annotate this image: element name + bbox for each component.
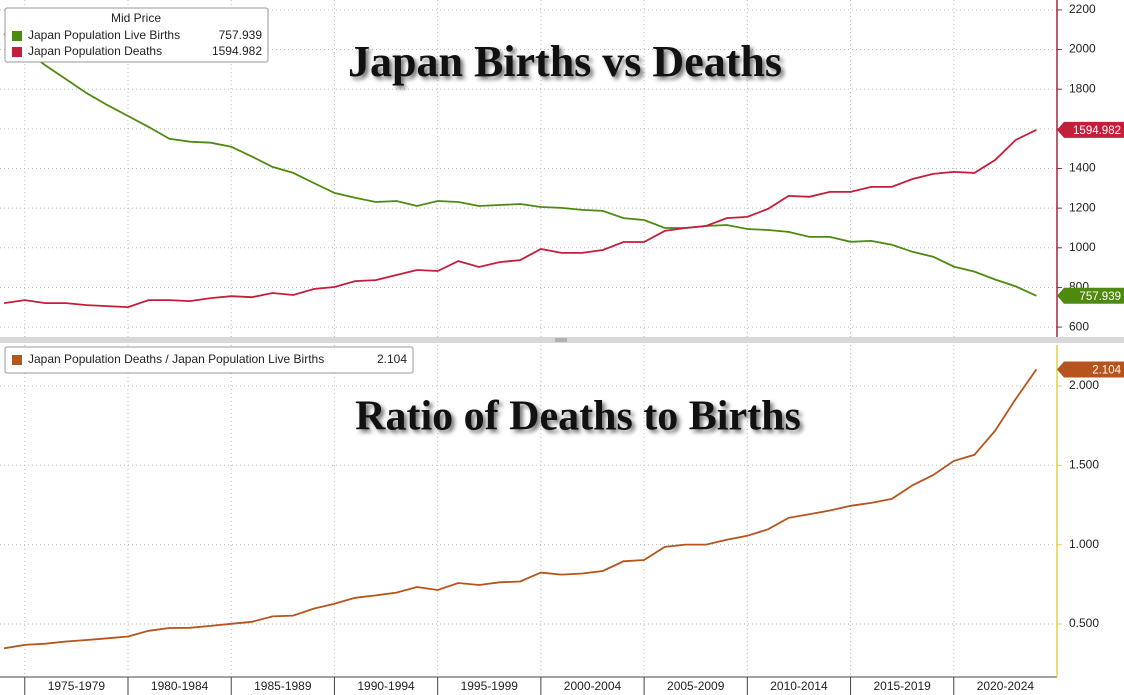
- legend-title: Mid Price: [111, 11, 161, 25]
- legend-label: Japan Population Live Births: [28, 28, 180, 42]
- value-tag: [1057, 361, 1124, 378]
- x-tick-label: 2000-2004: [564, 679, 622, 693]
- legend-value: 757.939: [219, 28, 263, 42]
- y-tick-label: 1800: [1069, 81, 1096, 95]
- series-line: [3, 128, 1037, 309]
- legend-swatch: [12, 31, 22, 41]
- value-tag-label: 757.939: [1079, 291, 1121, 303]
- y-tick-label: 2200: [1069, 2, 1096, 16]
- legend-value: 1594.982: [212, 44, 262, 58]
- panel-divider: [0, 337, 1124, 343]
- legend-label: Japan Population Deaths / Japan Populati…: [28, 352, 324, 366]
- y-tick-label: 2.000: [1069, 378, 1099, 392]
- legend-box: [4, 7, 269, 63]
- y-tick-label: 1200: [1069, 200, 1096, 214]
- value-tag-label: 2.104: [1092, 364, 1121, 376]
- y-tick-label: 1400: [1069, 161, 1096, 175]
- x-tick-label: 1985-1989: [254, 679, 312, 693]
- y-tick-label: 1000: [1069, 240, 1096, 254]
- x-tick-label: 1990-1994: [357, 679, 415, 693]
- x-tick-label: 2015-2019: [873, 679, 931, 693]
- y-tick-label: 1.500: [1069, 457, 1099, 471]
- legend-label: Japan Population Deaths: [28, 44, 162, 58]
- x-tick-label: 1980-1984: [151, 679, 209, 693]
- value-tag: [1057, 121, 1124, 138]
- y-tick-label: 600: [1069, 319, 1089, 333]
- x-tick-label: 2020-2024: [977, 679, 1035, 693]
- x-tick-label: 2010-2014: [770, 679, 828, 693]
- legend-value: 2.104: [377, 352, 407, 366]
- chart-title: Ratio of Deaths to Births: [355, 394, 801, 440]
- y-tick-label: 1.000: [1069, 537, 1099, 551]
- legend-swatch: [12, 355, 22, 365]
- value-tag-label: 1594.982: [1073, 125, 1121, 137]
- x-tick-label: 1975-1979: [48, 679, 106, 693]
- value-tag: [1057, 287, 1124, 304]
- legend-swatch: [12, 47, 22, 57]
- chart-title: Japan Births vs Deaths: [348, 37, 782, 86]
- x-tick-label: 2005-2009: [667, 679, 725, 693]
- series-line: [3, 368, 1038, 650]
- y-tick-label: 0.500: [1069, 616, 1099, 630]
- y-tick-label: 2000: [1069, 42, 1096, 56]
- x-tick-label: 1995-1999: [461, 679, 519, 693]
- series-line: [3, 32, 1037, 297]
- legend-box: [4, 346, 414, 374]
